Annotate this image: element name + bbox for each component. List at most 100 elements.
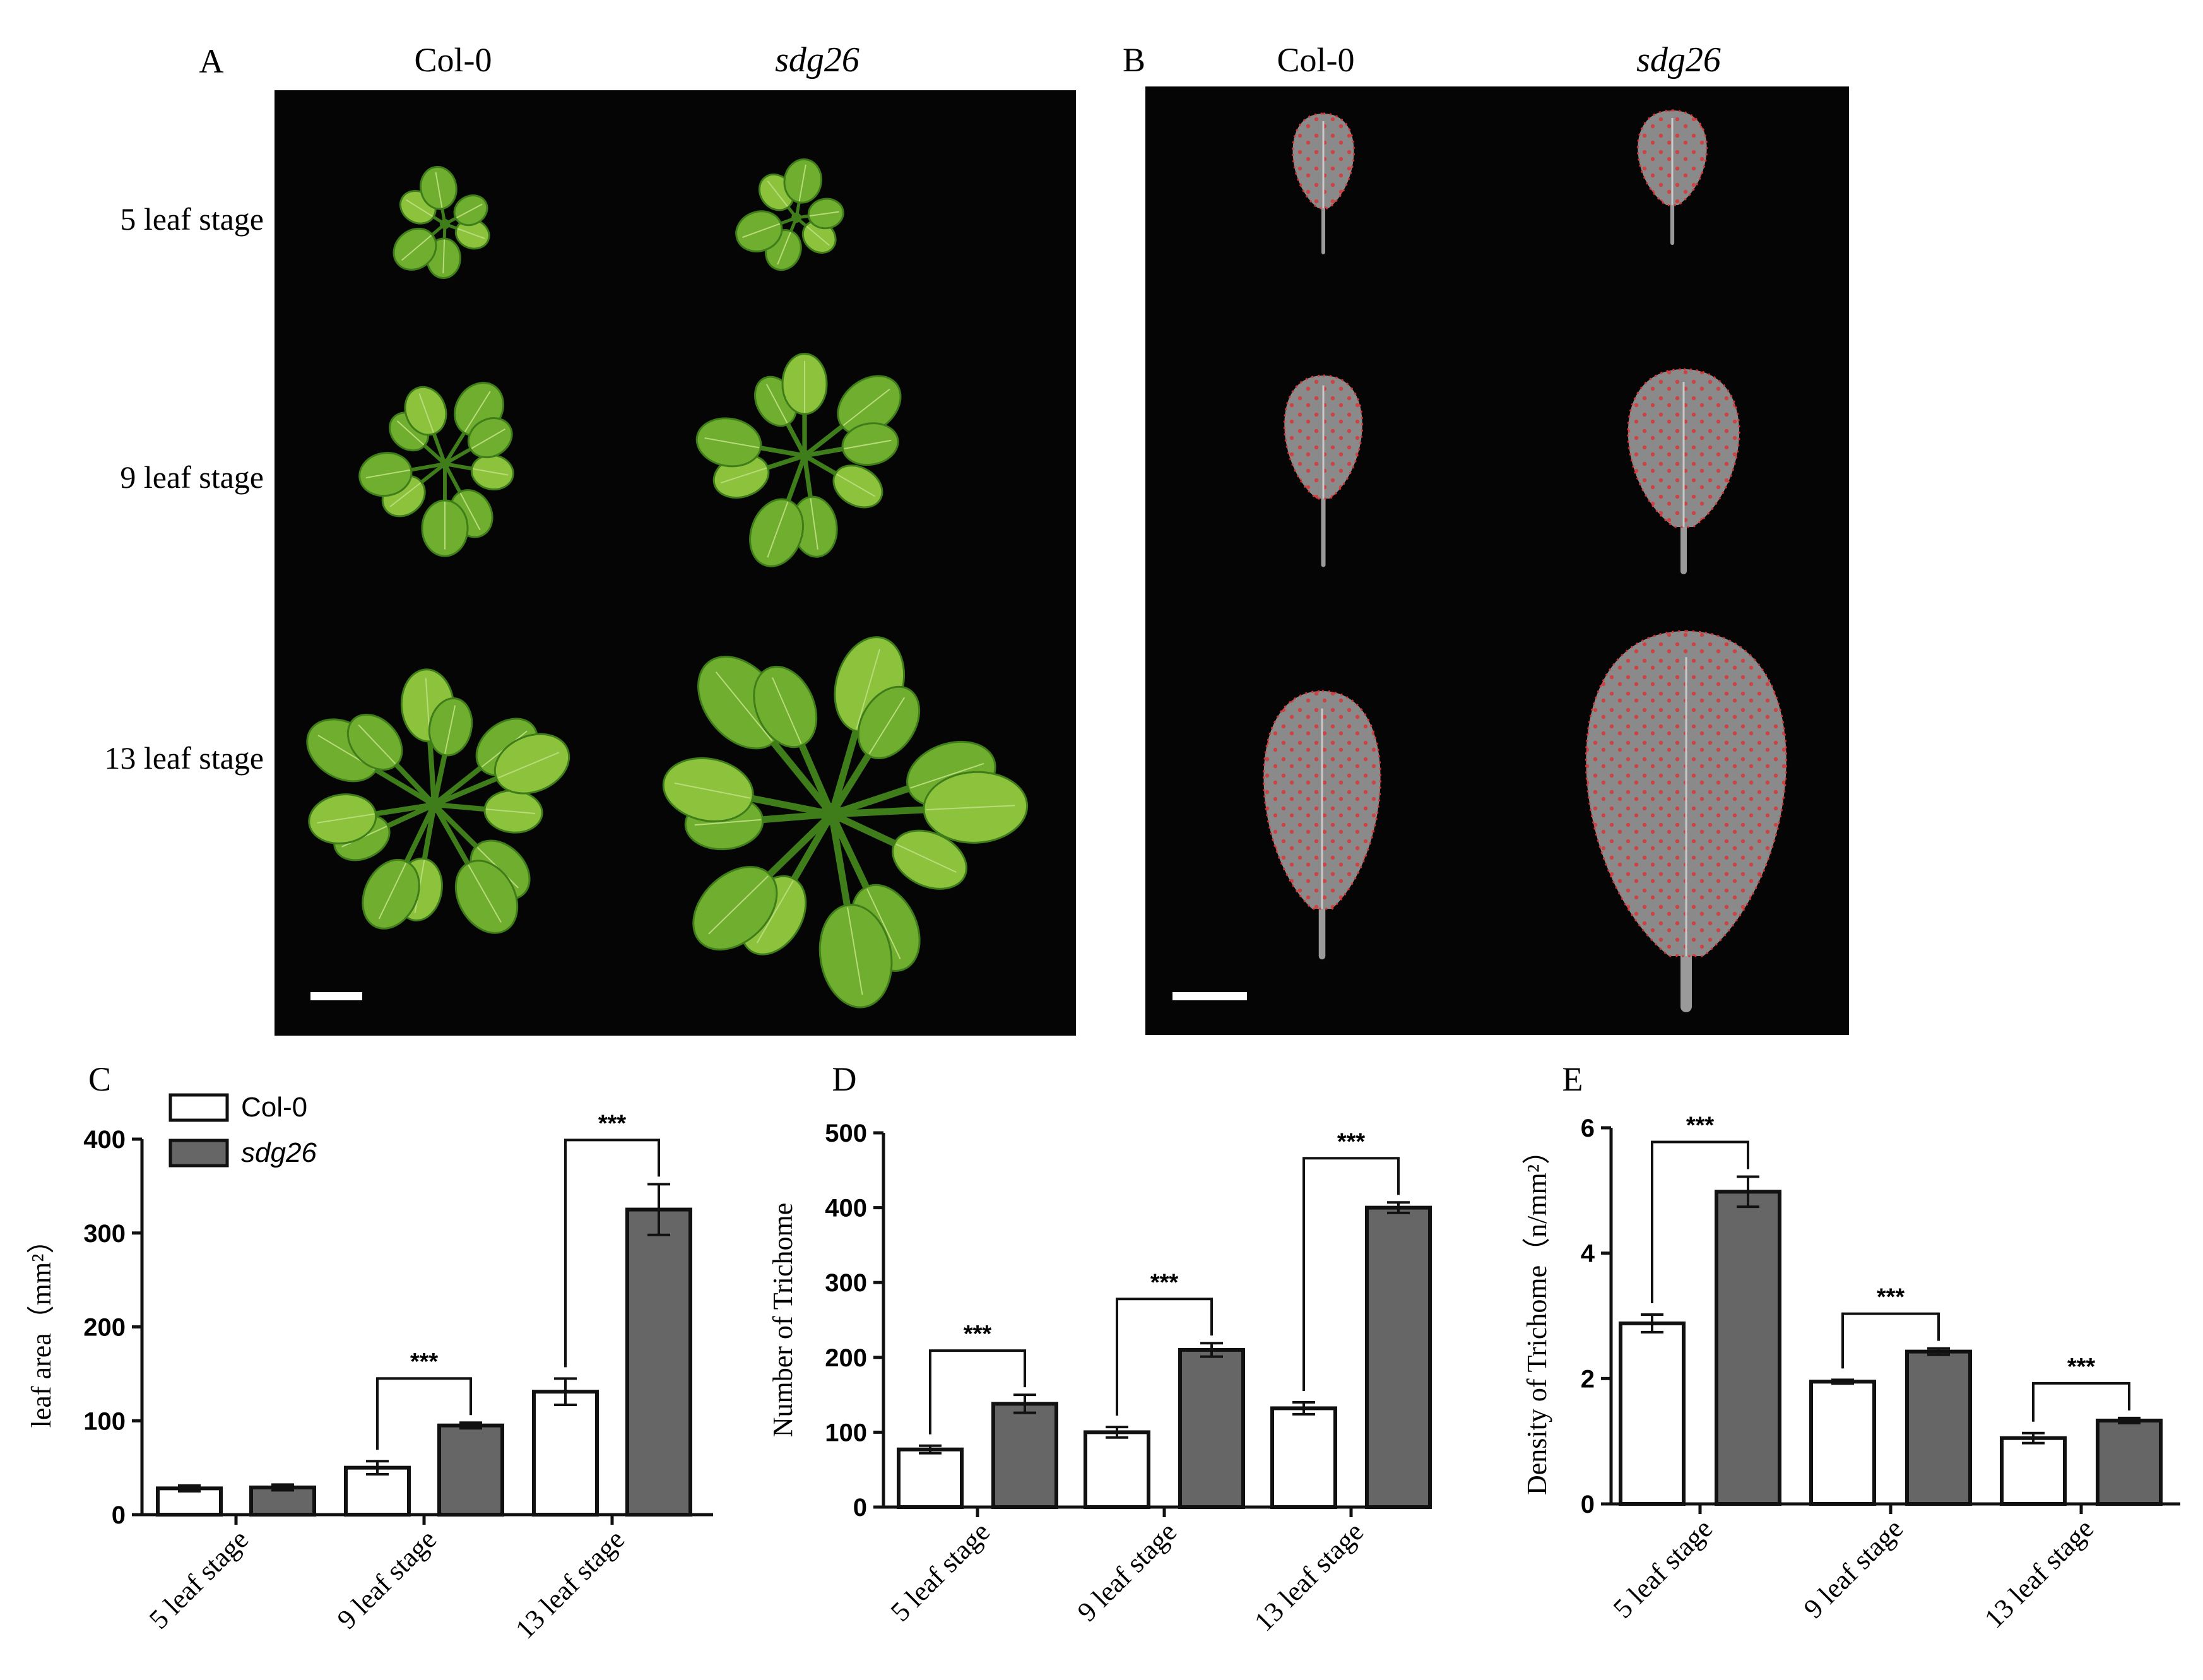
rosette-sdg26-9 [695, 352, 902, 567]
significance-label: *** [1150, 1269, 1179, 1296]
y-tick-label: 2 [1581, 1365, 1595, 1393]
rosette-sdg26-5 [735, 158, 844, 271]
legend-swatch-sdg26 [168, 1139, 229, 1168]
rosette-leaf [803, 453, 883, 509]
leaf-sdg26-9 [1627, 368, 1740, 574]
rosette-leaf [783, 158, 822, 218]
bar-Col-0-5-leaf-stage [897, 1447, 964, 1509]
rosette-leaf [432, 803, 519, 934]
significance-bracket [564, 1139, 660, 1368]
rosette-photos [306, 158, 1029, 1009]
panel-b-col-label-sdg26: sdg26 [1636, 40, 1721, 80]
y-tick-label: 4 [1581, 1240, 1595, 1268]
x-tick-label: 13 leaf stage [1248, 1516, 1369, 1637]
significance-label: *** [1877, 1284, 1905, 1311]
bar-Col-0-9-leaf-stage [1809, 1380, 1876, 1506]
y-tick-label: 100 [83, 1407, 126, 1435]
panel-label-b: B [1123, 41, 1145, 79]
row-label-9-leaf-stage: 9 leaf stage [120, 459, 264, 495]
rosette-col0-13 [306, 668, 570, 934]
y-tick-label: 0 [112, 1501, 126, 1529]
rosette-leaf [804, 422, 899, 466]
rosette-sdg26-13 [662, 636, 1029, 1009]
significance-bracket [376, 1377, 472, 1450]
rosette-center [440, 459, 450, 469]
rosette-leaf [831, 771, 1029, 844]
rosette-col0-5 [393, 165, 490, 279]
rosette-leaf [421, 464, 469, 557]
legend-swatch-Col-0 [168, 1093, 229, 1122]
rosette-center [798, 449, 811, 462]
rosette-leaf [818, 813, 893, 1009]
rosette-leaf [444, 417, 513, 466]
significance-label: *** [964, 1321, 992, 1347]
rosette-leaf [662, 757, 833, 822]
significance-bracket [929, 1349, 1026, 1435]
y-tick-label: 100 [825, 1419, 867, 1446]
bar-sdg26-5-leaf-stage [1715, 1190, 1781, 1506]
significance-label: *** [1686, 1112, 1715, 1139]
bar-sdg26-9-leaf-stage [437, 1423, 504, 1517]
rosette-leaf [781, 352, 828, 456]
leaf-col0-5 [1292, 112, 1355, 254]
significance-bracket [2032, 1381, 2130, 1422]
leaf-margin-trichomes [1263, 690, 1381, 910]
y-tick-label: 400 [83, 1126, 126, 1154]
rosette-leaf [393, 223, 446, 271]
rosette-leaf [829, 685, 921, 816]
panel-label-e: E [1562, 1060, 1583, 1098]
rosette-leaf [753, 665, 836, 816]
rosette-leaf [749, 454, 807, 567]
trichome-leaf-photos [1263, 109, 1788, 1012]
significance-label: *** [2067, 1354, 2096, 1380]
y-tick-label: 0 [853, 1494, 867, 1522]
rosette-leaf [362, 803, 437, 930]
rosette-leaf [692, 812, 834, 951]
rosette-leaf [358, 452, 446, 497]
y-tick-label: 200 [825, 1344, 867, 1372]
row-label-13-leaf-stage: 13 leaf stage [104, 740, 264, 776]
rosette-leaf [346, 713, 436, 807]
panel-label-c: C [88, 1060, 111, 1098]
y-tick-label: 400 [825, 1195, 867, 1222]
panel-b: B Col-0 sdg26 [1123, 40, 1849, 1035]
panel-a-col-label-col0: Col-0 [414, 41, 492, 79]
panel-label-d: D [832, 1060, 857, 1098]
bar-Col-0-5-leaf-stage [156, 1486, 223, 1517]
bar-sdg26-9-leaf-stage [1178, 1347, 1245, 1509]
rosette-leaf [791, 455, 838, 558]
bar-Col-0-13-leaf-stage [532, 1390, 599, 1517]
rosette-center [440, 219, 450, 229]
rosette-leaf [433, 733, 570, 807]
y-tick-label: 200 [83, 1314, 126, 1342]
legend-label-sdg26: sdg26 [241, 1137, 317, 1168]
panel-b-col-label-col0: Col-0 [1277, 41, 1354, 79]
rosette-leaf [404, 386, 447, 465]
x-tick-label: 5 leaf stage [143, 1523, 254, 1635]
significance-label: *** [410, 1349, 439, 1375]
y-tick-label: 500 [825, 1120, 867, 1147]
significance-label: *** [1337, 1128, 1366, 1155]
leaf-margin-trichomes [1283, 374, 1364, 500]
significance-bracket [1841, 1312, 1940, 1369]
rosette-leaf [695, 417, 805, 468]
bar-Col-0-13-leaf-stage [1270, 1406, 1337, 1509]
chart-d-trichome-number: 0 100 200 300 400 500 Number of Trichome 5 leaf… [767, 1120, 1432, 1637]
bar-sdg26-5-leaf-stage [991, 1402, 1058, 1510]
bar-Col-0-13-leaf-stage [2000, 1436, 2067, 1506]
x-tick-label: 13 leaf stage [509, 1523, 630, 1645]
panel-a-col-label-sdg26: sdg26 [775, 40, 859, 80]
panel-a: A Col-0 sdg26 5 leaf stage 9 leaf stage … [104, 40, 1076, 1036]
y-axis-label: leaf area（mm²） [26, 1226, 57, 1428]
rosette-center [820, 803, 843, 825]
rosette-leaf [803, 375, 902, 458]
leaf-col0-9 [1283, 374, 1364, 567]
leaf-sdg26-13 [1585, 630, 1788, 1012]
chart-e-trichome-density: 0 2 4 6 Density of Trichome（n/mm²） 5 leaf sta… [1521, 1112, 2180, 1634]
bar-sdg26-13-leaf-stage [2096, 1418, 2163, 1506]
bar-sdg26-13-leaf-stage [625, 1207, 692, 1517]
scale-bar-a [310, 992, 362, 1000]
significance-bracket [1302, 1157, 1400, 1391]
rosette-center [791, 213, 801, 223]
